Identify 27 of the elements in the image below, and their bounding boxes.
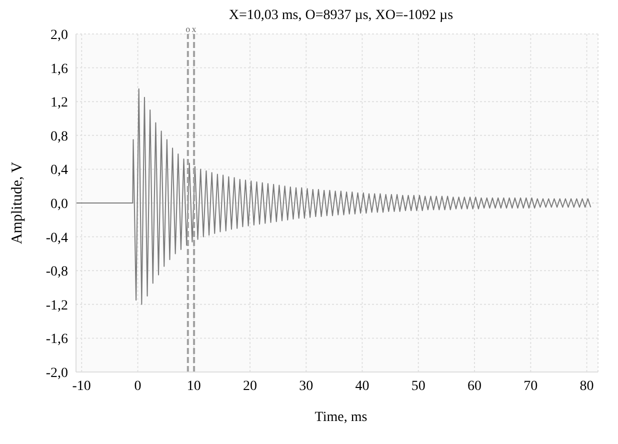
x-tick-label: 40 [355,378,370,394]
y-tick-label: -0,8 [46,264,68,280]
x-axis-title: Time, ms [314,410,368,426]
y-tick-label: -1,6 [46,332,68,348]
ref-line-label: o [186,24,191,34]
x-tick-label: 80 [580,378,594,394]
line-series [76,88,592,305]
y-tick-label: 0,8 [50,129,68,144]
y-tick-label: 1,6 [50,62,68,77]
x-tick-label: 70 [524,378,538,394]
x-tick-label: -10 [72,378,91,394]
ref-line-label: x [192,24,197,34]
chart-title: X=10,03 ms, O=8937 µs, XO=-1092 µs [228,8,454,24]
y-tick-label: 0,4 [50,163,68,178]
y-tick-label: 1,2 [50,96,68,111]
x-tick-label: 0 [134,378,142,394]
x-tick-label: 20 [243,378,257,394]
y-tick-label: 0,0 [50,196,68,212]
y-axis-title: Amplitude, V [9,162,26,244]
x-tick-label: 30 [299,378,314,394]
x-tick-label: 60 [468,378,482,394]
x-tick-label: 10 [186,378,201,394]
y-tick-label: -1,2 [46,298,68,314]
y-tick-label: 2,0 [50,28,68,43]
y-tick-label: -0,4 [46,230,68,246]
y-tick-label: -2,0 [46,366,68,381]
x-tick-label: 50 [411,378,426,394]
